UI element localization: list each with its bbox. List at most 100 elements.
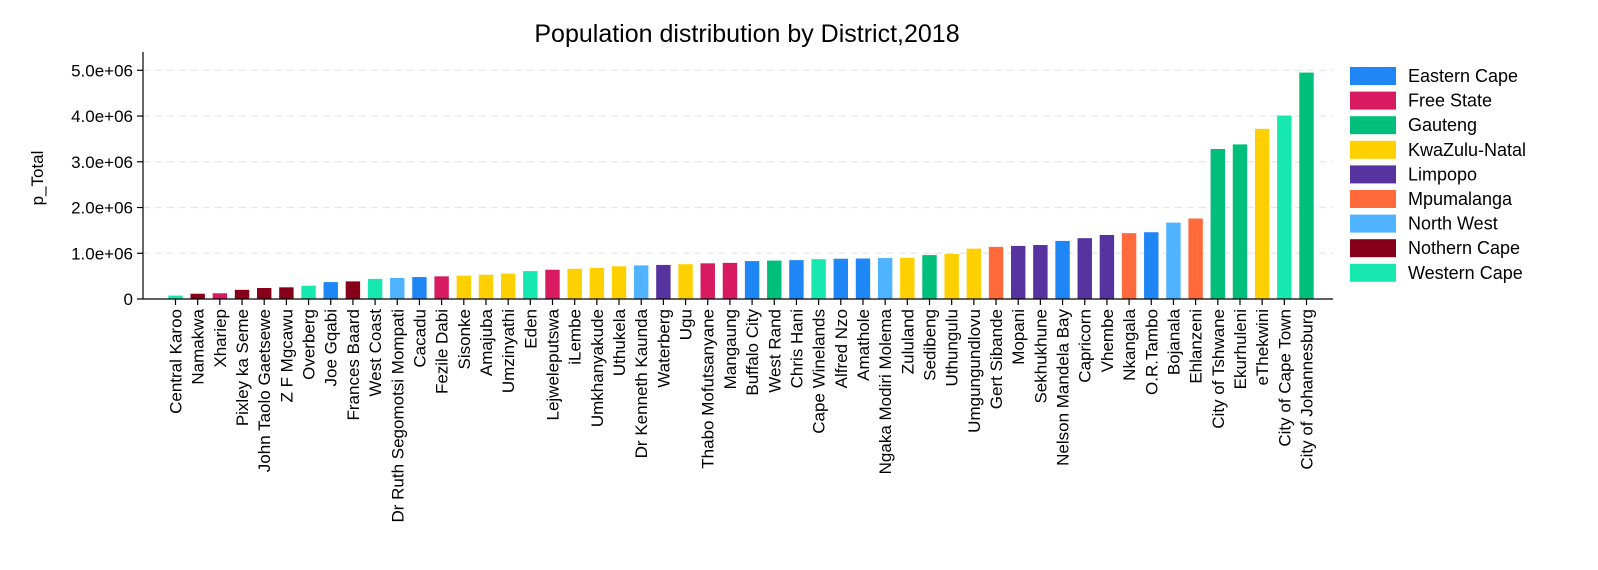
bar: [256, 288, 272, 299]
bar: [523, 271, 538, 299]
legend-label: Mpumalanga: [1408, 189, 1513, 209]
x-tick-label: Amajuba: [477, 308, 496, 376]
x-tick-label: Overberg: [300, 309, 319, 380]
legend-swatch: [1350, 116, 1396, 135]
x-tick-label: iLembe: [566, 309, 585, 365]
bar: [567, 268, 582, 299]
legend-swatch: [1350, 190, 1396, 208]
bar: [1277, 115, 1292, 300]
bar: [855, 258, 871, 299]
x-tick-label: Amathole: [854, 309, 873, 381]
bar: [922, 255, 937, 299]
bar: [1099, 234, 1115, 299]
x-tick-label: Sedibeng: [921, 309, 940, 381]
bar: [611, 266, 627, 299]
bar: [1077, 238, 1092, 299]
x-tick-label: Ngaka Modiri Molema: [876, 308, 895, 474]
y-tick-label: 0: [124, 290, 133, 309]
bar: [589, 267, 605, 299]
x-tick-label: Uthukela: [610, 308, 629, 376]
x-tick-label: O.R.Tambo: [1142, 309, 1161, 395]
bar: [722, 262, 738, 299]
x-tick-label: City of Cape Town: [1275, 309, 1294, 447]
bar: [367, 278, 383, 299]
bar: [412, 277, 427, 299]
bar: [700, 263, 715, 299]
bar: [390, 277, 405, 299]
x-tick-label: Z F Mgcawu: [277, 309, 296, 403]
x-tick-label: Thabo Mofutsanyane: [699, 309, 718, 469]
x-tick-label: City of Tshwane: [1209, 309, 1228, 429]
bar: [279, 287, 294, 299]
x-tick-label: Bojanala: [1164, 308, 1183, 375]
legend-swatch: [1350, 67, 1396, 85]
x-tick-label: Nkangala: [1120, 308, 1139, 380]
x-tick-label: Capricorn: [1076, 309, 1095, 383]
x-tick-label: Ekurhuleni: [1231, 309, 1250, 389]
bar: [1188, 218, 1203, 299]
chart-title: Population distribution by District,2018: [534, 20, 959, 48]
x-tick-label: Cacadu: [410, 309, 429, 368]
bar: [900, 257, 915, 299]
bar: [811, 259, 826, 299]
x-tick-label: Uthungulu: [943, 309, 962, 387]
bar: [434, 276, 449, 299]
bar: [1121, 233, 1137, 299]
bar: [966, 248, 982, 299]
bar: [323, 282, 338, 299]
x-tick-labels: Central Karoo Namakwa Xhariep Pixley ka Sem…: [167, 308, 1317, 522]
legend-label: Nothern Cape: [1408, 238, 1520, 258]
x-tick-label: Nelson Mandela Bay: [1054, 309, 1073, 466]
x-tick-label: Chris Hani: [787, 309, 806, 388]
bar: [478, 274, 494, 299]
bar: [345, 281, 361, 299]
bar: [1055, 240, 1070, 299]
x-tick-label: Fezile Dabi: [433, 309, 452, 394]
bar: [1210, 148, 1226, 299]
legend-label: Limpopo: [1408, 164, 1477, 184]
bar: [988, 246, 1004, 299]
y-tick-labels: 0 1.0e+06 2.0e+06 3.0e+06 4.0e+06 5.0e+06: [71, 61, 133, 309]
bar: [944, 253, 959, 299]
legend-swatch: [1350, 239, 1396, 258]
y-tick-label: 5.0e+06: [71, 61, 133, 80]
bar: [301, 285, 316, 299]
bar: [190, 293, 205, 299]
x-tick-label: Vhembe: [1098, 309, 1117, 372]
x-tick-label: Eden: [521, 309, 540, 349]
x-tick-label: West Coast: [366, 309, 385, 397]
bar: [1166, 222, 1181, 299]
y-tick-label: 4.0e+06: [71, 107, 133, 126]
x-tick-label: Cape Winelands: [810, 309, 829, 434]
bar: [168, 295, 183, 299]
x-tick-label: Lejweleputswa: [544, 308, 563, 420]
bar: [656, 264, 671, 299]
x-tick-label: Dr Ruth Segomotsi Mompati: [388, 309, 407, 523]
x-tick-label: Gert Sibande: [987, 309, 1006, 409]
bar: [789, 260, 804, 299]
y-axis-label: p_Total: [28, 151, 47, 206]
bar: [678, 264, 693, 299]
legend: Eastern Cape Free State Gauteng KwaZulu-Nat…: [1350, 66, 1526, 283]
x-tick-label: eThekwini: [1253, 309, 1272, 386]
x-tick-label: Central Karoo: [167, 309, 186, 414]
legend-label: Gauteng: [1408, 115, 1477, 135]
bar: [456, 275, 472, 299]
legend-swatch: [1350, 91, 1396, 110]
bar: [1033, 245, 1048, 299]
x-tick-label: Sisonke: [455, 309, 474, 369]
legend-label: Free State: [1408, 91, 1492, 111]
x-tick-label: Umkhanyakude: [588, 309, 607, 427]
x-tick-label: Mangaung: [721, 309, 740, 389]
x-tick-label: Umgungundlovu: [965, 309, 984, 433]
bar: [767, 260, 782, 299]
bar: [633, 265, 649, 299]
x-tick-label: Sekhukhune: [1031, 309, 1050, 404]
bar: [212, 293, 228, 299]
x-tick-label: Mopani: [1009, 309, 1028, 365]
x-tick-label: Ehlanzeni: [1187, 309, 1206, 384]
bar: [1299, 72, 1314, 299]
y-tick-label: 1.0e+06: [71, 244, 133, 263]
x-tick-label: Umzinyathi: [499, 309, 518, 393]
x-tick-label: Dr Kenneth Kaunda: [632, 308, 651, 458]
